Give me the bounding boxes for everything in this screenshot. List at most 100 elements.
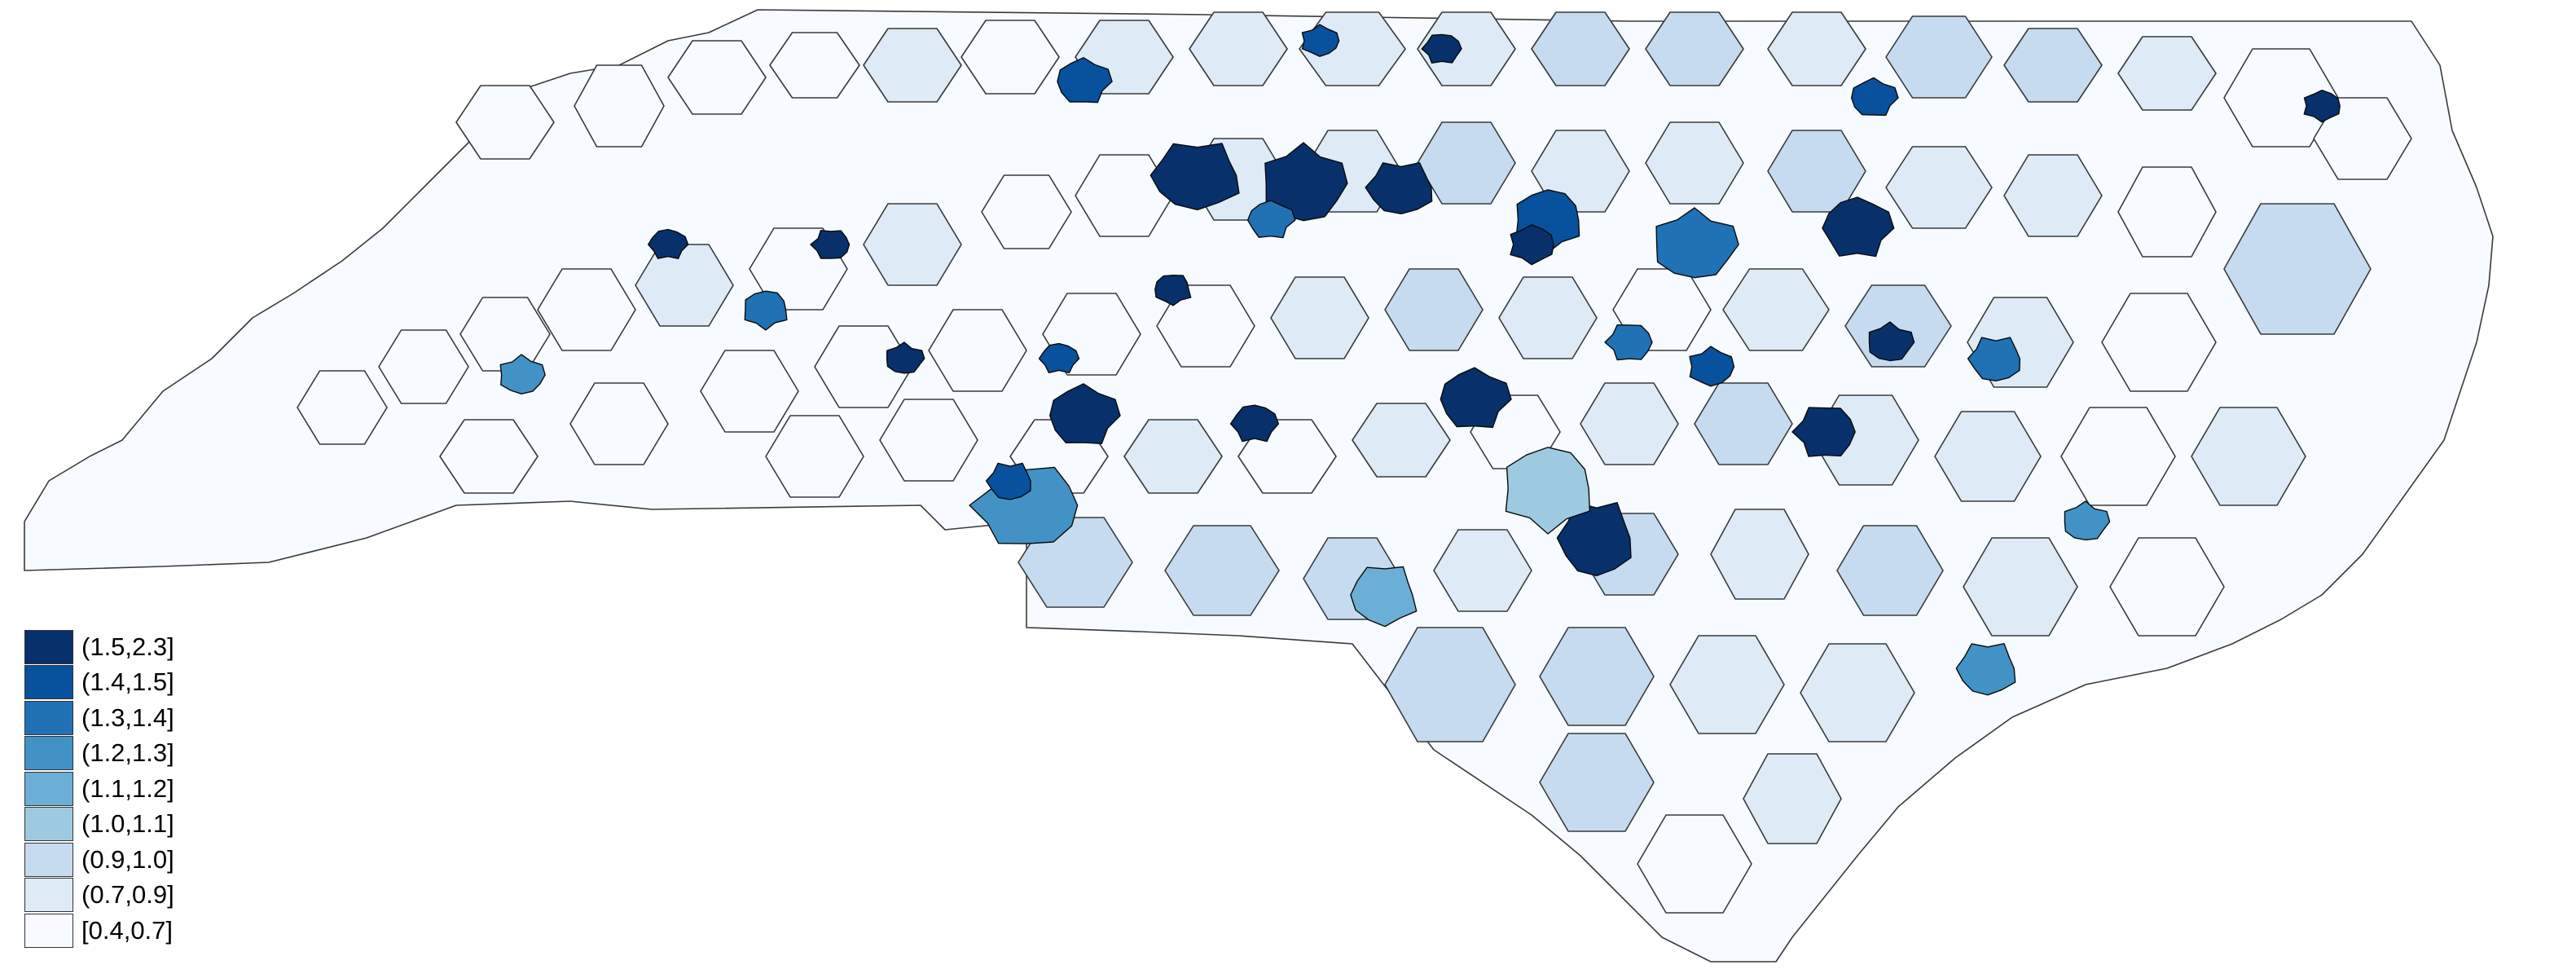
urban-area xyxy=(1038,342,1080,373)
county-region xyxy=(1164,525,1280,616)
legend-label: (0.9,1.0] xyxy=(81,844,174,874)
county-region xyxy=(1767,130,1866,213)
legend-label: (0.7,0.9] xyxy=(81,880,174,910)
county-region xyxy=(1433,529,1532,612)
county-region xyxy=(459,297,551,372)
legend-item: (1.4,1.5] xyxy=(24,665,174,701)
urban-area xyxy=(1850,77,1899,117)
urban-area xyxy=(1246,200,1296,239)
urban-area xyxy=(2303,89,2341,123)
urban-area xyxy=(1868,321,1915,362)
county-region xyxy=(2191,407,2306,506)
county-region xyxy=(981,174,1072,249)
county-region xyxy=(439,419,538,494)
legend-item: (1.3,1.4] xyxy=(24,700,174,736)
urban-area xyxy=(1510,224,1554,266)
urban-area-layer xyxy=(499,24,2341,696)
urban-area xyxy=(1689,346,1735,387)
legend-swatch xyxy=(24,913,73,948)
map-legend: (1.5,2.3] (1.4,1.5] (1.3,1.4] (1.2,1.3] … xyxy=(24,629,174,949)
urban-area xyxy=(2064,500,2111,541)
legend-swatch xyxy=(24,665,73,700)
urban-area xyxy=(1822,196,1895,258)
urban-area xyxy=(1421,33,1462,64)
county-region xyxy=(2313,97,2412,180)
urban-area xyxy=(1229,404,1280,443)
legend-swatch xyxy=(24,878,73,913)
legend-label: [0.4,0.7] xyxy=(81,915,174,945)
county-region xyxy=(2117,166,2217,258)
urban-area xyxy=(499,354,546,394)
urban-area xyxy=(1048,383,1121,444)
county-region xyxy=(1384,627,1516,742)
county-region xyxy=(700,350,799,433)
urban-area xyxy=(1505,447,1591,535)
legend-item: (1.1,1.2] xyxy=(24,771,174,807)
county-region xyxy=(769,32,860,99)
county-region xyxy=(1539,733,1655,832)
county-region xyxy=(1189,11,1288,86)
legend-item: [0.4,0.7] xyxy=(24,913,174,949)
urban-area xyxy=(1655,207,1739,279)
county-region xyxy=(1539,627,1655,726)
urban-area xyxy=(1301,24,1340,57)
county-region xyxy=(1885,15,1993,99)
county-region xyxy=(569,382,669,465)
urban-area xyxy=(1556,502,1632,577)
legend-item: (1.2,1.3] xyxy=(24,736,174,772)
county-region xyxy=(863,203,962,286)
county-region xyxy=(1645,121,1744,205)
legend-swatch xyxy=(24,629,73,664)
county-region xyxy=(2109,537,2225,637)
county-region xyxy=(863,28,962,103)
legend-swatch xyxy=(24,736,73,771)
county-region xyxy=(1531,11,1630,86)
county-region xyxy=(1963,537,2078,637)
county-region xyxy=(1352,403,1451,478)
urban-area xyxy=(1604,324,1653,361)
legend-item: (0.7,0.9] xyxy=(24,878,174,914)
county-region xyxy=(1710,509,1809,600)
urban-area xyxy=(1150,143,1240,211)
county-layer xyxy=(24,9,2494,963)
county-region xyxy=(667,40,767,115)
county-region xyxy=(455,85,555,160)
county-region xyxy=(1767,11,1866,86)
legend-swatch xyxy=(24,700,73,735)
legend-label: (1.3,1.4] xyxy=(81,703,174,732)
county-region xyxy=(2003,28,2103,103)
legend-item: (1.0,1.1] xyxy=(24,807,174,843)
urban-area xyxy=(1967,337,2021,381)
county-region xyxy=(1417,121,1516,205)
county-region xyxy=(1123,419,1223,494)
county-region xyxy=(2223,203,2372,335)
county-region xyxy=(1836,525,1944,616)
county-region xyxy=(2101,293,2217,392)
county-region xyxy=(574,64,665,148)
county-region xyxy=(961,20,1060,95)
legend-label: (1.0,1.1] xyxy=(81,809,174,839)
legend-swatch xyxy=(24,807,73,842)
legend-label: (1.2,1.3] xyxy=(81,738,174,768)
urban-area xyxy=(886,341,925,374)
urban-area xyxy=(1440,367,1512,429)
county-region xyxy=(537,268,636,351)
urban-area xyxy=(744,290,788,331)
urban-area xyxy=(648,228,689,259)
county-region xyxy=(2117,36,2217,111)
county-region xyxy=(879,399,978,482)
county-region xyxy=(1722,268,1830,351)
county-region xyxy=(378,329,469,404)
county-region xyxy=(1417,11,1516,86)
urban-area xyxy=(1154,275,1192,306)
county-region xyxy=(1885,146,1993,229)
county-region xyxy=(928,309,1027,392)
urban-area xyxy=(1264,142,1348,222)
county-region xyxy=(1498,276,1598,359)
legend-label: (1.5,2.3] xyxy=(81,632,174,661)
legend-item: (1.5,2.3] xyxy=(24,629,174,665)
county-region xyxy=(1580,382,1679,465)
county-region xyxy=(297,370,388,445)
county-region xyxy=(1637,814,1752,914)
